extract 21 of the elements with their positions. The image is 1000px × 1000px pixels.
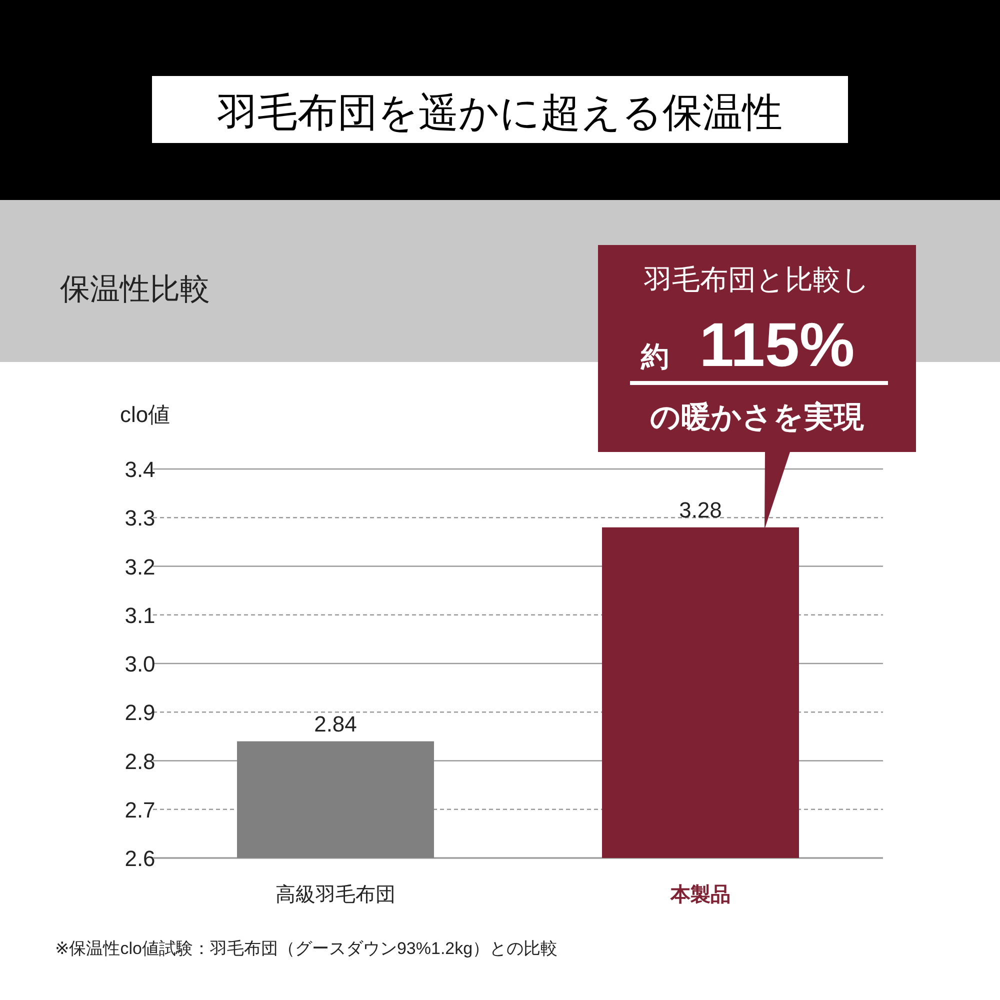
ylabel: clo値 — [120, 402, 170, 427]
y-tick-label: 2.7 — [124, 797, 156, 822]
y-tick-label: 2.6 — [124, 846, 156, 871]
y-tick-label: 3.4 — [124, 457, 156, 482]
y-tick-label: 3.0 — [124, 652, 156, 676]
x-tick-label: 高級羽毛布団 — [276, 883, 396, 906]
text: の暖かさを実現 — [650, 400, 865, 434]
data-label: 3.28 — [679, 497, 722, 522]
y-tick-label: 3.1 — [124, 602, 156, 628]
text: ※保温性clo値試験：羽毛布団（グースダウン93%1.2kg）との比較 — [55, 939, 558, 958]
text: 115% — [699, 311, 855, 380]
y-tick-label: 3.2 — [124, 554, 156, 580]
subtitle: 保温性比較 — [60, 273, 210, 306]
x-tick-label: 本製品 — [670, 884, 730, 906]
text: 羽毛布団と比較し — [643, 264, 870, 295]
title: 羽毛布団を遥かに超える保温性 — [218, 91, 782, 135]
text: 約 — [640, 341, 669, 372]
y-tick-label: 3.3 — [124, 506, 156, 531]
y-tick-label: 2.9 — [124, 700, 156, 726]
y-tick-label: 2.8 — [124, 748, 156, 774]
data-label: 2.84 — [314, 711, 357, 736]
